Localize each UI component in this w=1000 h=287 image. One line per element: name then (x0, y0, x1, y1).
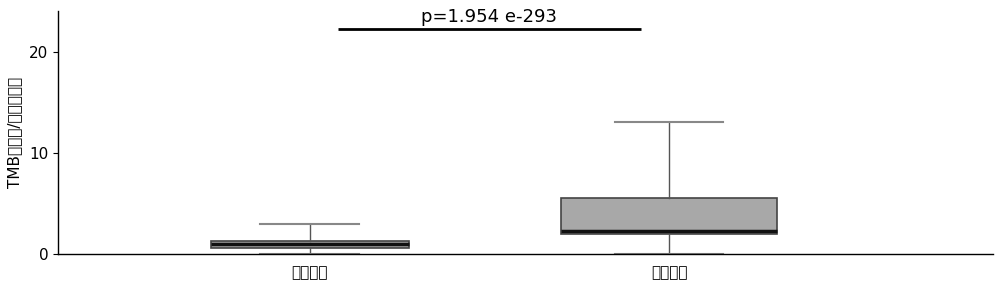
PathPatch shape (561, 198, 777, 234)
PathPatch shape (211, 241, 409, 248)
Y-axis label: TMB（突变/百万碱基）: TMB（突变/百万碱基） (7, 77, 22, 188)
Text: p=1.954 e-293: p=1.954 e-293 (421, 8, 557, 26)
